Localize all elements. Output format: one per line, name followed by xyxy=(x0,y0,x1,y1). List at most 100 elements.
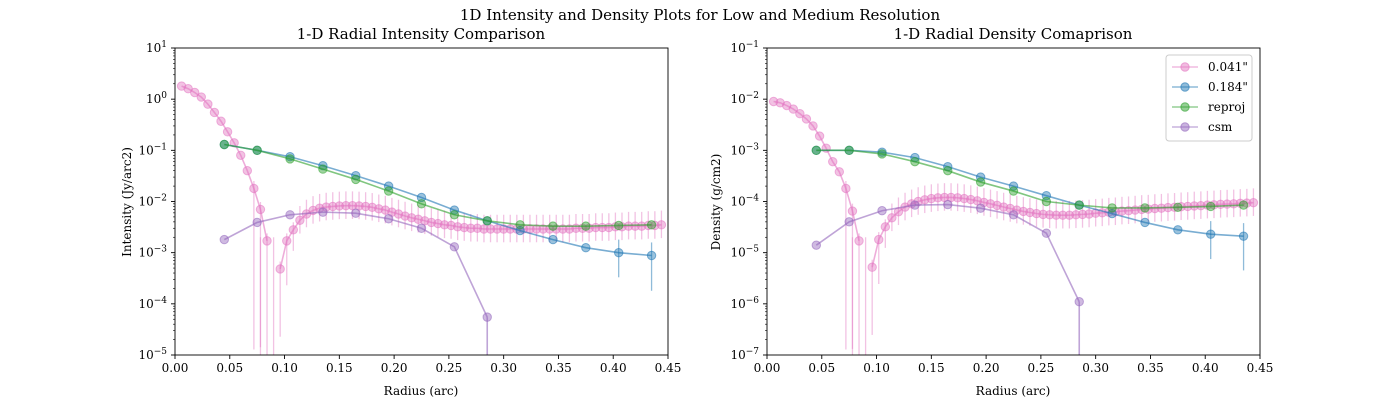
y-tick-label: 10−4 xyxy=(138,296,167,311)
data-point xyxy=(416,199,427,209)
x-tick-label: 0.30 xyxy=(1082,361,1109,375)
data-point xyxy=(943,199,953,210)
x-tick-label: 0.00 xyxy=(162,361,189,375)
data-point xyxy=(943,165,953,176)
y-tick-label: 100 xyxy=(146,91,167,106)
data-point xyxy=(1173,225,1183,235)
data-point xyxy=(801,114,812,124)
data-point xyxy=(482,216,492,226)
data-point xyxy=(515,220,525,230)
data-point xyxy=(285,154,295,164)
data-point xyxy=(854,236,864,246)
density-y-axis-label: Density (g/cm2) xyxy=(709,154,723,251)
data-point xyxy=(795,108,805,119)
x-tick-label: 0.15 xyxy=(918,361,945,375)
legend-label: csm xyxy=(1208,120,1233,134)
series-csm xyxy=(219,207,492,355)
data-point xyxy=(847,206,858,216)
legend-item-reproj: reproj xyxy=(1172,100,1245,114)
y-tick-label: 101 xyxy=(146,40,167,55)
data-point xyxy=(630,221,640,231)
intensity-chart: 1-D Radial Intensity Comparison Radius (… xyxy=(120,25,681,398)
data-point xyxy=(788,104,798,114)
data-point xyxy=(880,222,891,232)
legend-label: 0.041" xyxy=(1208,60,1248,74)
data-point xyxy=(1238,231,1249,241)
data-point xyxy=(262,236,272,246)
data-point xyxy=(1206,229,1216,239)
series-line xyxy=(816,149,1244,209)
data-point xyxy=(910,200,920,210)
data-point xyxy=(614,247,624,258)
data-point xyxy=(288,225,299,235)
data-point xyxy=(1206,201,1216,212)
data-point xyxy=(867,262,877,272)
series-reproj xyxy=(219,139,657,231)
y-tick-label: 10−5 xyxy=(730,245,759,260)
data-point xyxy=(328,201,338,212)
series-csm xyxy=(811,199,1084,355)
data-point xyxy=(1248,197,1259,208)
plot-area xyxy=(176,81,667,355)
data-point xyxy=(347,200,358,211)
data-point xyxy=(1189,201,1199,211)
legend-label: reproj xyxy=(1208,100,1245,114)
data-point xyxy=(808,121,818,131)
data-point xyxy=(383,214,394,224)
data-point xyxy=(1196,200,1206,211)
y-tick-label: 10−2 xyxy=(138,194,167,209)
data-point xyxy=(1058,210,1068,220)
data-point xyxy=(485,224,496,234)
data-point xyxy=(196,92,206,102)
legend-box xyxy=(1165,54,1253,142)
x-tick-label: 0.00 xyxy=(754,361,781,375)
data-point xyxy=(933,193,943,203)
series-line xyxy=(224,143,652,227)
density-chart-title: 1-D Radial Density Comaprison xyxy=(894,25,1133,43)
legend-swatch-marker xyxy=(1180,102,1190,112)
data-point xyxy=(1140,217,1150,228)
data-point xyxy=(614,220,624,231)
legend-item-0041: 0.041" xyxy=(1172,60,1248,74)
data-point xyxy=(219,139,230,150)
x-tick-label: 0.05 xyxy=(808,361,835,375)
data-point xyxy=(285,210,295,220)
data-point xyxy=(877,149,887,159)
data-point xyxy=(492,224,502,234)
x-tick-label: 0.35 xyxy=(545,361,572,375)
x-tick-label: 0.45 xyxy=(1247,361,1274,375)
data-point xyxy=(1117,206,1127,216)
data-point xyxy=(203,99,213,109)
y-tick-label: 10−4 xyxy=(730,194,759,209)
data-point xyxy=(1041,228,1052,238)
data-point xyxy=(1008,210,1019,220)
y-tick-label: 10−1 xyxy=(138,142,167,157)
data-point xyxy=(439,220,450,230)
data-point xyxy=(242,165,253,176)
legend-swatch-marker xyxy=(1180,122,1190,132)
data-point xyxy=(249,183,259,194)
data-point xyxy=(844,145,854,156)
data-point xyxy=(321,202,331,212)
intensity-y-axis-label: Intensity (Jy/arc2) xyxy=(120,147,134,257)
data-point xyxy=(416,223,427,233)
data-point xyxy=(318,164,328,174)
data-point xyxy=(466,223,476,233)
data-point xyxy=(1074,297,1084,307)
y-tick-label: 10−3 xyxy=(138,245,167,260)
series-line xyxy=(223,211,488,318)
data-point xyxy=(1071,210,1081,220)
series-line xyxy=(224,143,652,257)
series-line xyxy=(816,149,1244,237)
data-point xyxy=(255,204,266,215)
data-point xyxy=(351,208,361,218)
data-point xyxy=(1038,209,1048,220)
data-point xyxy=(295,215,305,225)
legend: 0.041" 0.184" reproj csm xyxy=(1165,54,1253,142)
intensity-x-axis-label: Radius (arc) xyxy=(384,384,459,398)
data-point xyxy=(482,312,492,322)
data-point xyxy=(548,221,558,231)
data-point xyxy=(548,234,558,245)
y-tick-label: 10−3 xyxy=(730,142,759,157)
